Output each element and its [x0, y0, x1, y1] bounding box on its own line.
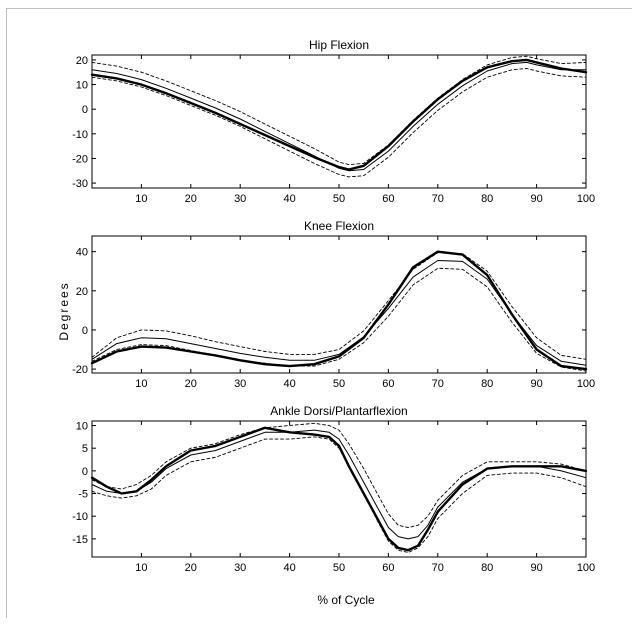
knee-x-tick-label: 10: [135, 378, 147, 390]
knee-y-tick-label: -20: [72, 364, 88, 376]
ankle-x-tick-label: 30: [234, 562, 246, 574]
knee-x-tick-label: 80: [481, 378, 493, 390]
ankle-series-bold-line: [90, 426, 588, 552]
hip-x-tick-label: 60: [382, 193, 394, 205]
knee-x-tick-label: 60: [382, 378, 394, 390]
ankle-y-tick-label: -10: [72, 511, 88, 523]
knee-x-tick-label: 40: [283, 378, 295, 390]
knee-plot-frame: [91, 235, 587, 374]
figure-frame-left: [6, 8, 7, 618]
ankle-x-tick-label: 40: [283, 562, 295, 574]
ankle-x-tick-label: 60: [382, 562, 394, 574]
knee-series-bold-line: [90, 250, 588, 371]
ankle-y-tick-label: -15: [72, 534, 88, 546]
ankle-x-tick-label: 70: [432, 562, 444, 574]
knee-y-tick-label: 20: [76, 286, 88, 298]
knee-series-mean-line: [91, 260, 587, 366]
hip-y-tick-label: -10: [72, 129, 88, 141]
ankle-x-tick-label: 100: [577, 562, 595, 574]
hip-x-tick-label: 20: [185, 193, 197, 205]
knee-x-tick-label: 100: [577, 378, 595, 390]
hip-series-dashed-line: [91, 55, 587, 166]
ankle-x-tick-label: 90: [530, 562, 542, 574]
hip-x-tick-label: 90: [530, 193, 542, 205]
hip-x-tick-label: 40: [283, 193, 295, 205]
ankle-y-tick-label: 5: [82, 443, 88, 455]
ankle-y-tick-label: 10: [76, 421, 88, 433]
hip-x-tick-label: 80: [481, 193, 493, 205]
hip-x-tick-label: 70: [432, 193, 444, 205]
knee-x-tick-label: 30: [234, 378, 246, 390]
ankle-x-tick-label: 50: [333, 562, 345, 574]
ankle-chart-title: Ankle Dorsi/Plantarflexion: [270, 404, 407, 418]
hip-series-mean-line: [91, 61, 587, 172]
knee-x-tick-label: 50: [333, 378, 345, 390]
knee-series-dashed-line: [91, 267, 587, 372]
knee-y-tick-label: 40: [76, 247, 88, 259]
ankle-series-dashed-line: [91, 436, 587, 553]
hip-y-tick-label: -30: [72, 178, 88, 190]
hip-plot-frame: [91, 54, 587, 189]
hip-chart-title: Hip Flexion: [309, 38, 369, 52]
ankle-y-tick-label: -5: [78, 489, 88, 501]
ankle-y-tick-label: 0: [82, 466, 88, 478]
hip-y-tick-label: -20: [72, 153, 88, 165]
ankle-plot-frame: [91, 420, 587, 558]
hip-series-dashed-line: [91, 68, 587, 178]
knee-series-dashed-line: [91, 252, 587, 360]
knee-x-tick-label: 70: [432, 378, 444, 390]
hip-x-tick-label: 100: [577, 193, 595, 205]
hip-x-tick-label: 30: [234, 193, 246, 205]
ankle-series-mean-line: [91, 429, 587, 540]
ankle-x-tick-label: 20: [185, 562, 197, 574]
hip-y-tick-label: 10: [76, 80, 88, 92]
ankle-series-dashed-line: [91, 422, 587, 528]
figure-ylabel: Degrees: [57, 281, 71, 340]
knee-y-tick-label: 0: [82, 325, 88, 337]
ankle-x-tick-label: 80: [481, 562, 493, 574]
figure-xlabel: % of Cycle: [317, 593, 375, 607]
knee-x-tick-label: 90: [530, 378, 542, 390]
knee-x-tick-label: 20: [185, 378, 197, 390]
hip-y-tick-label: 20: [76, 55, 88, 67]
ankle-x-tick-label: 10: [135, 562, 147, 574]
hip-y-tick-label: 0: [82, 104, 88, 116]
hip-series-bold-line: [90, 58, 588, 171]
hip-x-tick-label: 50: [333, 193, 345, 205]
hip-x-tick-label: 10: [135, 193, 147, 205]
figure-frame-top: [6, 8, 632, 9]
knee-chart-title: Knee Flexion: [304, 219, 374, 233]
